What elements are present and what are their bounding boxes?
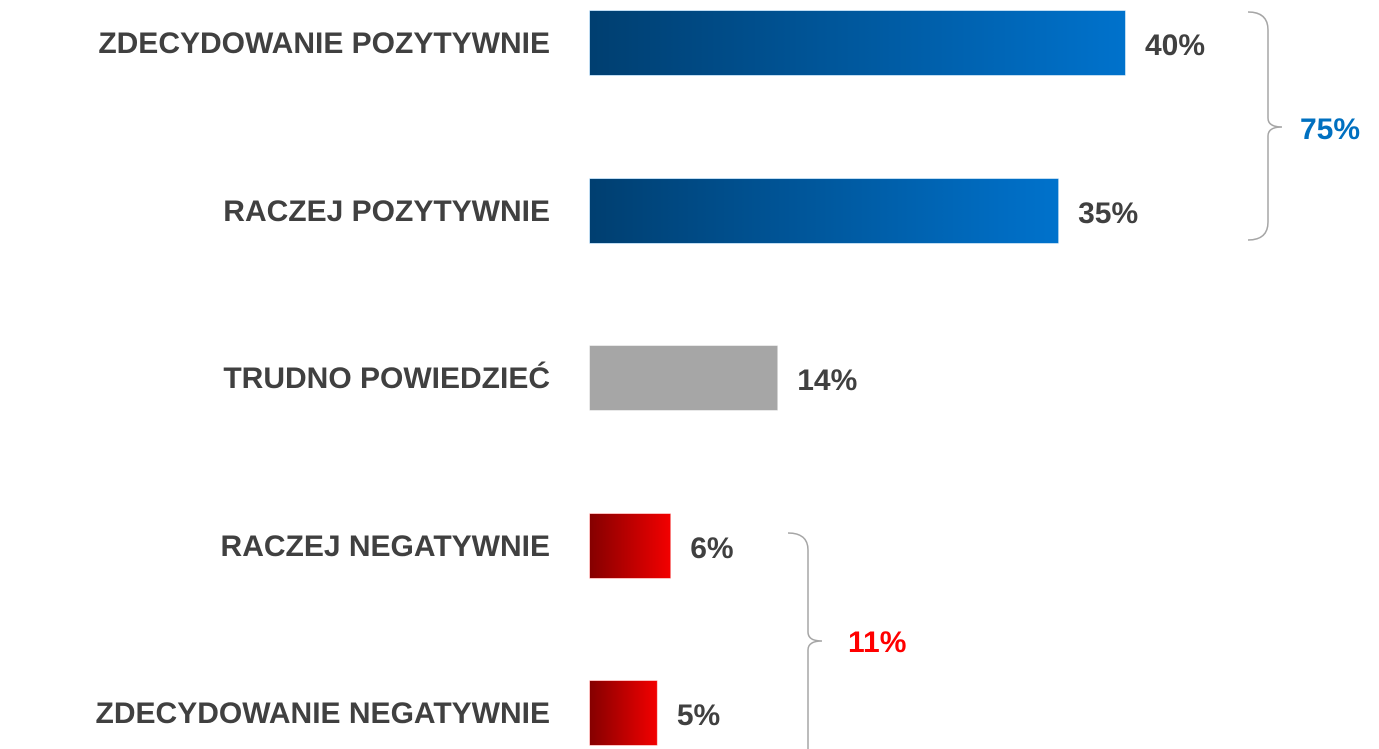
category-label: TRUDNO POWIEDZIEĆ: [223, 361, 550, 395]
bar-shade: [590, 681, 657, 745]
bracket: [1247, 11, 1283, 241]
bar-shade: [590, 11, 1125, 75]
category-label: RACZEJ POZYTYWNIE: [223, 195, 550, 228]
bar-shade: [590, 514, 671, 578]
category-label: ZDECYDOWANIE POZYTYWNIE: [98, 27, 550, 60]
annotation: 11%: [848, 626, 906, 659]
bar: [589, 345, 778, 411]
bracket: [787, 532, 823, 749]
value-label: 5%: [677, 699, 720, 732]
value-label: 6%: [690, 532, 733, 565]
value-label: 35%: [1078, 197, 1138, 230]
category-label: ZDECYDOWANIE NEGATYWNIE: [96, 697, 550, 730]
value-label: 40%: [1145, 29, 1205, 62]
annotation: 75%: [1300, 113, 1360, 146]
category-label: RACZEJ NEGATYWNIE: [221, 530, 550, 563]
value-label: 14%: [797, 364, 857, 397]
bar-shade: [590, 179, 1059, 243]
